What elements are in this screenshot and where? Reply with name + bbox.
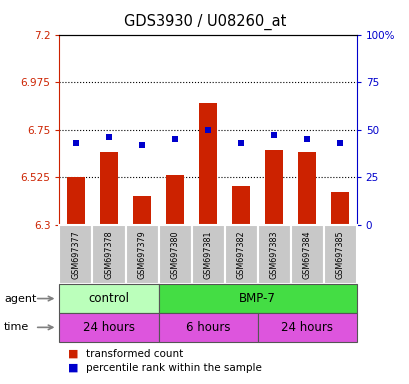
Point <box>106 134 112 140</box>
Bar <box>191 225 224 284</box>
Bar <box>166 175 184 225</box>
Bar <box>198 103 217 225</box>
Bar <box>231 185 249 225</box>
Point <box>171 136 178 142</box>
Bar <box>224 225 257 284</box>
Bar <box>133 196 151 225</box>
Bar <box>158 225 191 284</box>
Text: GSM697381: GSM697381 <box>203 230 212 279</box>
Bar <box>297 152 315 225</box>
Text: GSM697385: GSM697385 <box>335 230 344 279</box>
Text: GSM697379: GSM697379 <box>137 230 146 279</box>
Point <box>204 127 211 133</box>
Point <box>303 136 310 142</box>
Bar <box>158 313 257 342</box>
Text: BMP-7: BMP-7 <box>238 292 275 305</box>
Text: GSM697380: GSM697380 <box>170 230 179 279</box>
Bar <box>290 225 323 284</box>
Bar <box>100 152 118 225</box>
Bar <box>257 225 290 284</box>
Bar <box>330 192 348 225</box>
Text: GSM697382: GSM697382 <box>236 230 245 279</box>
Text: control: control <box>88 292 129 305</box>
Text: agent: agent <box>4 293 36 304</box>
Point <box>237 140 244 146</box>
Bar <box>158 284 356 313</box>
Bar <box>264 150 283 225</box>
Bar <box>257 313 356 342</box>
Point <box>270 132 277 138</box>
Bar <box>67 177 85 225</box>
Text: time: time <box>4 322 29 333</box>
Point <box>138 142 145 148</box>
Text: GSM697378: GSM697378 <box>104 230 113 279</box>
Text: GSM697377: GSM697377 <box>71 230 80 279</box>
Text: GSM697384: GSM697384 <box>302 230 311 279</box>
Bar <box>125 225 158 284</box>
Text: GSM697383: GSM697383 <box>269 230 278 279</box>
Point <box>72 140 79 146</box>
Text: percentile rank within the sample: percentile rank within the sample <box>86 362 261 373</box>
Text: 6 hours: 6 hours <box>185 321 230 334</box>
Text: 24 hours: 24 hours <box>281 321 333 334</box>
Point <box>336 140 343 146</box>
Bar <box>92 225 125 284</box>
Text: 24 hours: 24 hours <box>83 321 135 334</box>
Bar <box>59 313 158 342</box>
Text: transformed count: transformed count <box>86 349 183 359</box>
Text: ■: ■ <box>67 362 78 373</box>
Bar <box>323 225 356 284</box>
Text: GDS3930 / U08260_at: GDS3930 / U08260_at <box>124 13 285 30</box>
Bar <box>59 284 158 313</box>
Text: ■: ■ <box>67 349 78 359</box>
Bar <box>59 225 92 284</box>
